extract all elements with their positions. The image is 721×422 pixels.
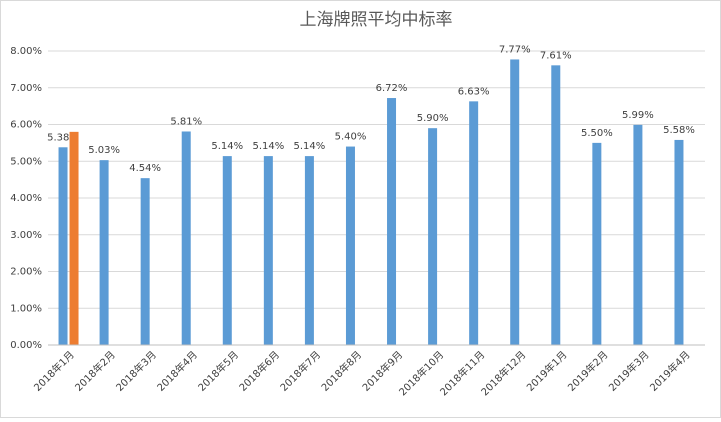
data-label: 5.14%	[294, 141, 326, 152]
bar	[633, 124, 643, 346]
data-label: 7.61%	[540, 50, 572, 61]
data-label: 5.03%	[88, 145, 120, 156]
data-label: 5.99%	[622, 110, 654, 121]
data-label: 5.38%	[47, 132, 79, 143]
data-label: 6.72%	[376, 83, 408, 94]
data-label: 5.50%	[581, 128, 613, 139]
data-label: 5.14%	[252, 141, 284, 152]
data-label: 5.40%	[335, 132, 367, 143]
bar	[181, 131, 191, 345]
data-label: 5.81%	[170, 116, 202, 127]
chart-title: 上海牌照平均中标率	[300, 10, 453, 30]
y-tick-label: 7.00%	[10, 83, 42, 94]
y-tick-label: 8.00%	[10, 46, 42, 57]
y-tick-label: 0.00%	[10, 340, 42, 351]
y-tick-label: 3.00%	[10, 230, 42, 241]
y-tick-label: 6.00%	[10, 120, 42, 131]
bar	[592, 142, 602, 345]
data-label: 5.90%	[417, 113, 449, 124]
data-label: 5.58%	[663, 125, 695, 136]
y-tick-label: 4.00%	[10, 193, 42, 204]
bar	[222, 156, 232, 345]
bar	[263, 156, 273, 345]
data-label: 6.63%	[458, 86, 490, 97]
bar	[140, 178, 150, 345]
y-tick-label: 1.00%	[10, 303, 42, 314]
bar	[428, 128, 438, 345]
bar	[58, 147, 68, 345]
bar	[551, 65, 561, 346]
data-label: 7.77%	[499, 44, 531, 55]
bar	[99, 160, 109, 345]
bar	[510, 59, 520, 345]
bar	[387, 98, 397, 345]
bar	[345, 146, 355, 345]
data-label: 5.14%	[211, 141, 243, 152]
bar	[69, 131, 79, 345]
y-tick-label: 2.00%	[10, 267, 42, 278]
data-label: 4.54%	[129, 163, 161, 174]
bar	[674, 139, 684, 345]
bar	[469, 101, 479, 345]
bar	[304, 156, 314, 345]
y-tick-label: 5.00%	[10, 156, 42, 167]
